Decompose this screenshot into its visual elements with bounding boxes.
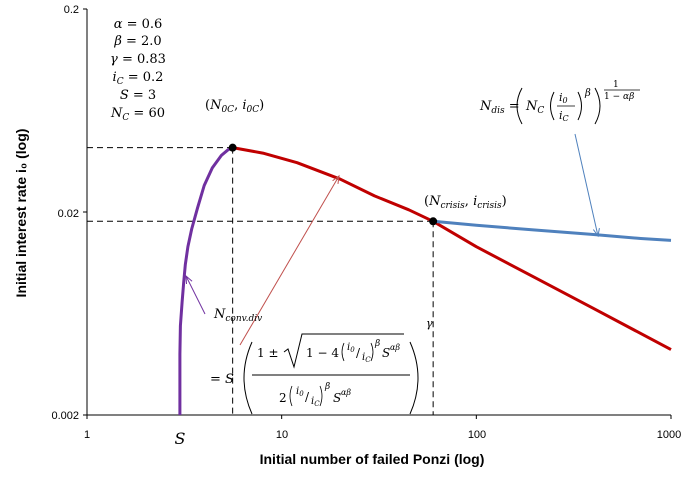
x-tick-100: 100 (468, 429, 486, 441)
label-n0c-i0c: (N0C, i0C) (205, 98, 264, 115)
svg-text:iC: iC (559, 109, 569, 123)
svg-text:NC: NC (525, 99, 544, 116)
key-point-1 (429, 217, 438, 226)
svg-text:iC: iC (311, 396, 320, 408)
svg-text:β: β (324, 382, 330, 392)
param-gamma: γ = 0.83 (110, 52, 166, 67)
svg-text:iC: iC (362, 352, 371, 364)
svg-text:/: / (305, 390, 310, 404)
arrow-nconv-purple-head (185, 274, 193, 285)
svg-text:1 ±: 1 ± (257, 346, 279, 360)
key-point-0 (228, 143, 237, 152)
x-axis-title: Initial number of failed Ponzi (log) (260, 451, 485, 467)
series-main (232, 146, 672, 351)
series-dis (432, 219, 672, 242)
arrow-nconv-main (239, 175, 340, 346)
svg-text:= S: = S (210, 372, 234, 387)
ndis-formula: Ndis = NC i0 iC β 1 1 − αβ (479, 80, 640, 125)
arrow-ndis (574, 133, 599, 237)
x-marker-s: S (175, 429, 186, 448)
svg-text:1: 1 (613, 80, 619, 90)
svg-text:S: S (333, 391, 341, 405)
svg-text:β: β (374, 339, 380, 349)
svg-text:2: 2 (279, 391, 287, 405)
series-conv-div (178, 146, 234, 415)
arrow-nconv-purple (185, 275, 206, 315)
param-s: S = 3 (120, 88, 156, 103)
svg-text:1 − 4: 1 − 4 (306, 346, 339, 360)
svg-text:i0: i0 (559, 91, 568, 105)
y-tick-0.002: 0.002 (51, 410, 79, 422)
arrow-ndis-head (592, 228, 600, 238)
svg-text:αβ: αβ (341, 388, 351, 397)
param-nc: NC = 60 (110, 106, 165, 123)
svg-text:/: / (356, 346, 361, 360)
svg-text:β: β (584, 88, 591, 99)
chart-marks (83, 8, 672, 419)
y-axis-title: Initial interest rate i₀ (log) (13, 129, 29, 298)
param-ic: iC = 0.2 (113, 70, 164, 87)
svg-text:γ: γ (426, 317, 433, 330)
svg-text:i0: i0 (347, 342, 355, 354)
param-beta: β = 2.0 (113, 34, 161, 49)
nconv-formula: Nconv.div = S 1 ± 1 − 4 i0 / iC β S αβ 2… (210, 307, 433, 415)
x-tick-1: 1 (84, 429, 90, 441)
arrow-nconv-main-head (332, 174, 340, 184)
svg-text:αβ: αβ (390, 343, 400, 352)
x-tick-10: 10 (276, 429, 288, 441)
param-alpha: α = 0.6 (114, 17, 163, 32)
y-tick-0.02: 0.02 (58, 208, 79, 220)
svg-text:Ndis =: Ndis = (479, 99, 520, 116)
y-tick-0.2: 0.2 (64, 4, 79, 16)
x-tick-1000: 1000 (657, 429, 681, 441)
svg-text:S: S (382, 346, 390, 360)
label-ncrisis-icrisis: (Ncrisis, icrisis) (424, 194, 507, 211)
parameter-block: α = 0.6 β = 2.0 γ = 0.83 iC = 0.2 S = 3 … (110, 17, 166, 123)
svg-text:i0: i0 (296, 386, 304, 398)
svg-text:1 − αβ: 1 − αβ (604, 92, 634, 102)
svg-text:Nconv.div: Nconv.div (213, 307, 262, 324)
